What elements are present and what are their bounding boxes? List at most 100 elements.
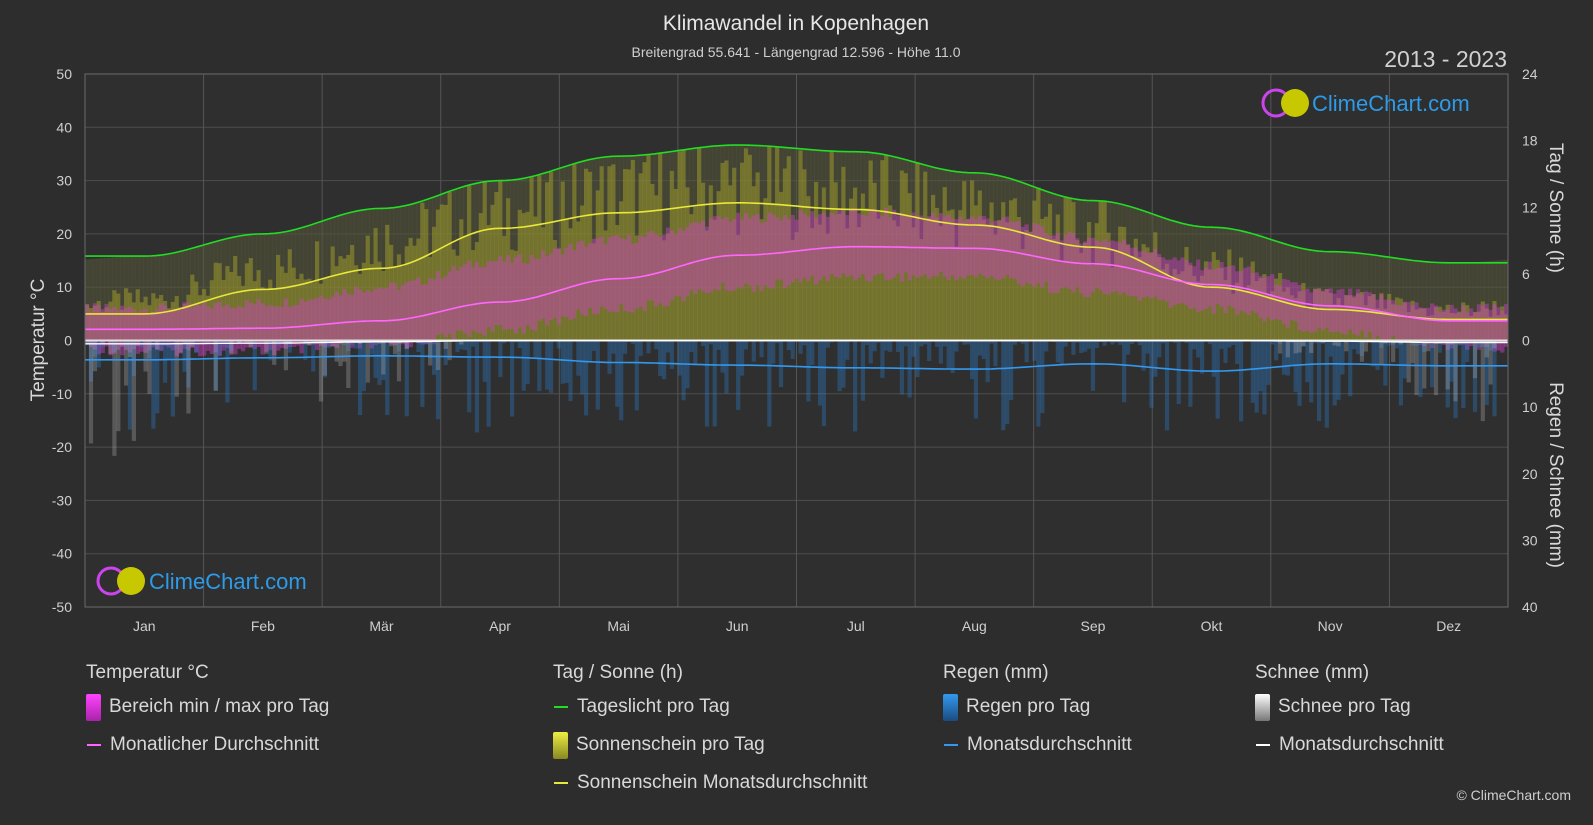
daylight-bar — [1457, 262, 1462, 341]
temp-range-bar — [677, 228, 682, 297]
daylight-bar — [205, 244, 211, 341]
temp-range-bar — [673, 234, 678, 297]
rain-bar — [1488, 340, 1493, 351]
rain-bar — [915, 340, 920, 378]
temp-range-bar — [611, 235, 616, 312]
sunshine-bar — [1387, 293, 1392, 341]
daylight-bar — [1500, 260, 1505, 341]
sunshine-bar — [1110, 267, 1115, 341]
rain-bar — [868, 340, 873, 364]
rain-bar — [279, 340, 285, 344]
rain-bar — [786, 340, 791, 351]
y-tick-label: 0 — [64, 333, 72, 349]
temp-range-bar — [1496, 307, 1501, 351]
temp-range-bar — [977, 216, 983, 274]
sunshine-bar — [1106, 232, 1111, 341]
temp-range-bar — [720, 218, 725, 284]
sunshine-bar — [1445, 304, 1450, 341]
temp-range-bar — [880, 216, 885, 274]
temp-range-bar — [689, 223, 694, 291]
rain-bar — [1476, 340, 1482, 348]
temp-range-bar — [1036, 224, 1041, 284]
sunshine-bar — [299, 273, 304, 341]
sunshine-bar — [790, 239, 795, 341]
sunshine-bar — [1176, 274, 1181, 341]
temp-range-bar — [954, 219, 959, 281]
sunshine-bar — [1141, 244, 1146, 341]
rain-bar — [147, 340, 152, 359]
rain-bar — [1020, 340, 1025, 344]
daylight-bar — [1363, 253, 1369, 341]
rain-bar — [884, 340, 889, 351]
sunshine-bar — [1348, 295, 1353, 341]
sunshine-bar — [385, 224, 390, 341]
daylight-bar — [1332, 251, 1337, 341]
rain-bar — [872, 340, 877, 352]
rain-bar — [1316, 340, 1322, 422]
rain-bar — [92, 340, 97, 357]
temp-range-bar — [1051, 235, 1057, 294]
snow-bar — [342, 340, 347, 362]
temp-range-bar — [817, 214, 823, 281]
temp-range-bar — [92, 303, 98, 350]
sunshine-bar — [96, 300, 101, 341]
temp-range-bar — [736, 212, 741, 288]
sunshine-bar — [1258, 278, 1263, 341]
sunshine-bar — [322, 278, 328, 341]
sunshine-bar — [1430, 315, 1435, 341]
snow-bar — [404, 340, 409, 349]
sunshine-bar — [213, 262, 218, 341]
snow-avg-swatch — [1256, 744, 1270, 746]
legend-temperature: Temperatur °C Bereich min / max pro Tag … — [86, 662, 329, 764]
sunshine-bar — [190, 274, 195, 341]
sunshine-bar — [486, 224, 491, 341]
daylight-bar — [178, 251, 183, 341]
rain-bar — [665, 340, 671, 353]
rain-bar — [938, 340, 943, 364]
snow-bar — [213, 340, 218, 391]
sunshine-bar — [595, 190, 601, 341]
rain-bar — [712, 340, 717, 427]
sunshine-bar — [256, 270, 261, 341]
sunshine-bar — [420, 202, 425, 341]
sunshine-bar — [1398, 298, 1404, 341]
temp-range-bar — [1176, 260, 1181, 304]
sunshine-bar — [509, 249, 515, 341]
temp-range-bar — [907, 216, 912, 281]
legend: Temperatur °C Bereich min / max pro Tag … — [0, 662, 1593, 812]
sunshine-bar — [1465, 305, 1470, 341]
sunshine-bar — [178, 309, 183, 341]
y-tick-label: 30 — [56, 173, 72, 189]
rain-bar — [1164, 340, 1170, 431]
sunshine-bar — [814, 181, 819, 341]
temp-range-bar — [1324, 288, 1330, 328]
rain-bar — [587, 340, 593, 361]
sunshine-bar — [1067, 197, 1072, 341]
temp-range-bar — [775, 217, 780, 280]
sunshine-bar — [354, 265, 359, 341]
rain-bar — [205, 340, 211, 344]
temp-range-bar — [646, 232, 651, 301]
temp-range-bar — [1164, 259, 1170, 302]
rain-bar — [1055, 340, 1060, 363]
y-tick-label: 20 — [56, 226, 72, 242]
temp-range-bar — [451, 265, 456, 341]
sunshine-bar — [576, 221, 581, 341]
sunshine-bar — [545, 182, 550, 341]
rain-bar — [1200, 340, 1205, 374]
sunshine-bar — [1328, 293, 1333, 341]
daylight-bar — [1472, 262, 1478, 341]
snow-bar — [1441, 340, 1446, 343]
rain-bar — [1445, 340, 1450, 408]
sunshine-bar — [198, 295, 203, 341]
logo-sun-icon — [117, 567, 145, 595]
temp-range-bar — [966, 218, 971, 276]
temp-range-bar — [1391, 300, 1396, 337]
temp-range-bar — [545, 256, 550, 326]
temp-range-bar — [950, 218, 955, 276]
sunshine-bar — [424, 209, 429, 341]
rain-bar — [1129, 340, 1135, 345]
rain-bar — [194, 340, 199, 354]
daylight-bar — [1410, 260, 1415, 341]
sunshine-bar — [1188, 265, 1193, 341]
